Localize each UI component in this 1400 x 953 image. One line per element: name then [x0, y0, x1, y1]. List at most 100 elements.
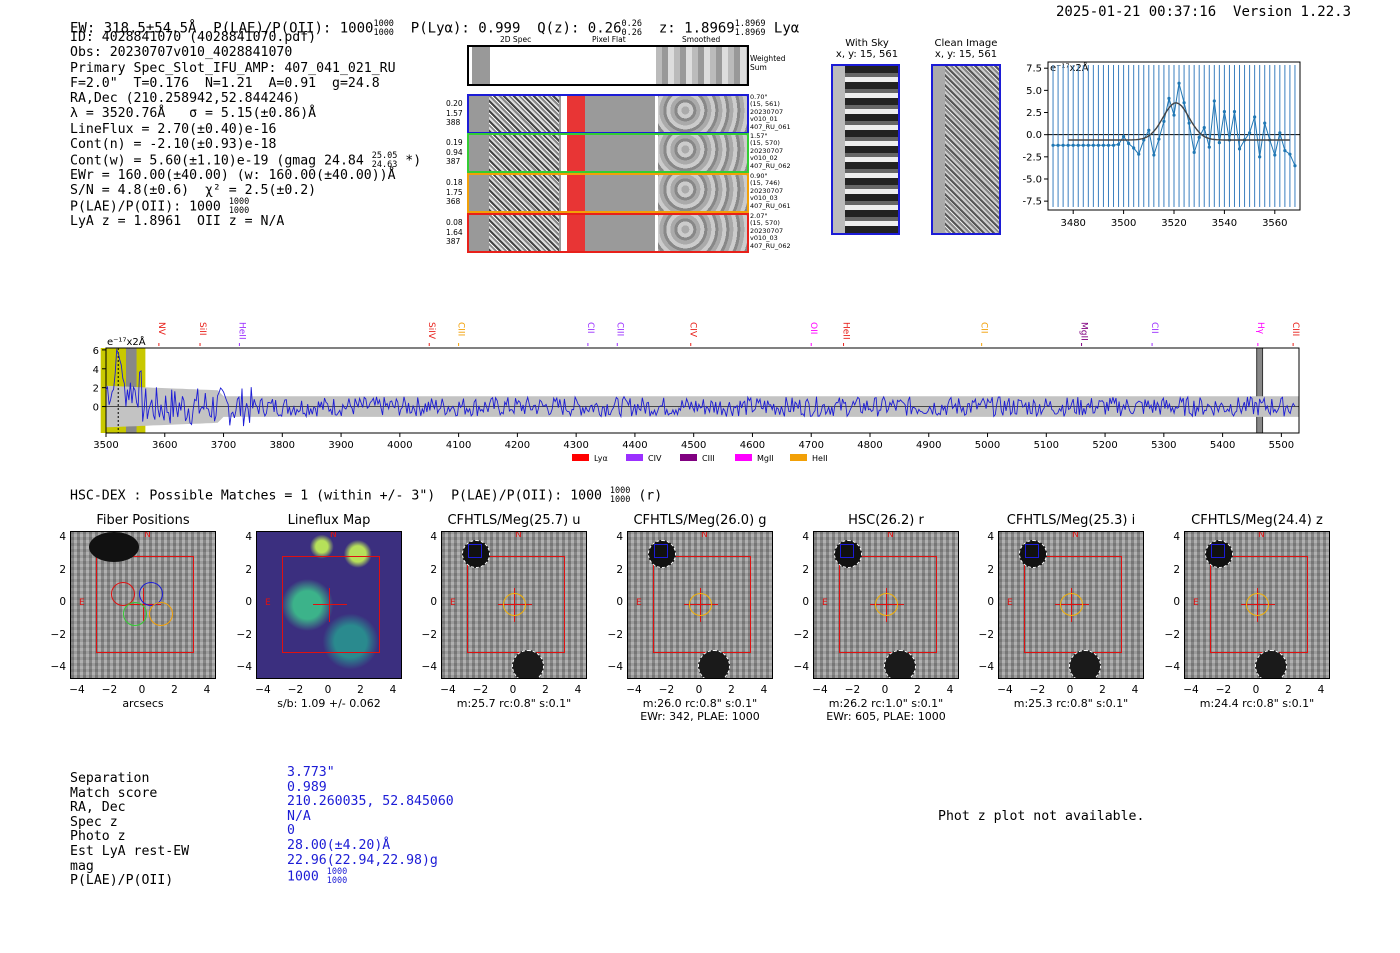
zoom-data-point — [1111, 143, 1116, 147]
zoom-data-point — [1132, 146, 1136, 150]
legend-swatch — [680, 454, 697, 461]
cutout-image: N E — [256, 531, 402, 679]
with-sky-title: With Sky x, y: 15, 561 — [832, 38, 902, 60]
cutout-xtick-label: 4 — [389, 684, 397, 696]
zoom-data-point — [1051, 143, 1055, 147]
line-id-label: CII — [1149, 322, 1159, 334]
stamp-image — [467, 213, 749, 253]
info-line-7: Cont(n) = -2.10(±0.93)e-18 — [70, 137, 277, 153]
stamp-left-value: 0.08 — [446, 218, 463, 227]
stamp-right-value: 20230707 — [750, 186, 784, 195]
cutout-xtick-label: −2 — [658, 684, 675, 696]
cutout-ytick-label: −4 — [793, 661, 809, 673]
stamp-right-value: 2.07" — [750, 212, 768, 220]
stamp-right-value: 1.57" — [750, 132, 768, 140]
match-value-5: 28.00(±4.20)Å — [287, 837, 391, 853]
zoom-data-point — [1187, 121, 1191, 125]
zoom-data-point — [1061, 143, 1065, 147]
zoom-data-point — [1076, 143, 1080, 147]
cutout-xtick-label: −2 — [472, 684, 489, 696]
weighted-sum-stamp — [467, 45, 749, 86]
cutout-ytick-label: −4 — [421, 661, 437, 673]
cutout-ytick-label: 2 — [616, 563, 623, 576]
line-id-label: CII — [979, 322, 989, 334]
info-line-0: ID: 4028841070 (4028841070.pdf) — [70, 30, 317, 45]
zoom-data-point — [1177, 81, 1181, 85]
stamp-left-value: 0.94 — [446, 147, 463, 157]
stamp-image — [467, 94, 749, 134]
zoom-data-point — [1157, 137, 1161, 141]
with-sky-xy: x, y: 15, 561 — [835, 49, 899, 60]
zoom-data-point — [1071, 143, 1075, 147]
stamp-right-value: 407_RU_061 — [750, 201, 791, 210]
stamp-left-value: 1.57 — [446, 108, 463, 118]
cutout-caption: arcsecs — [122, 697, 164, 710]
cutout-ytick-label: 0 — [1173, 596, 1180, 608]
info-gmag-num: 25.05 — [371, 151, 398, 162]
match-label-1: Match score — [70, 785, 158, 801]
info-plae-den: 1000 — [228, 205, 250, 216]
zoom-data-point — [1202, 125, 1206, 130]
clean-image-xy: x, y: 15, 561 — [934, 49, 998, 60]
line-id-label: NV — [156, 322, 166, 336]
cutout-xtick-label: 2 — [1099, 684, 1106, 696]
info-line-6: LineFlux = 2.70(±0.40)e-16 — [70, 121, 277, 137]
photz-note: Phot z plot not available. — [938, 809, 1145, 824]
cutout-title: CFHTLS/Meg(24.4) z — [1191, 513, 1323, 528]
hsc-title: HSC-DEX : Possible Matches = 1 (within +… — [70, 487, 662, 504]
zoom-data-point — [1172, 113, 1176, 117]
info-line-1: Obs: 20230707v010_4028841070 — [70, 45, 293, 61]
cutout-ytick-label: −2 — [793, 628, 809, 641]
zoom-gaussian-fit — [1068, 102, 1290, 141]
cutout-caption: s/b: 1.09 +/- 0.062 — [277, 697, 381, 710]
full-xtick-label: 5100 — [1034, 440, 1059, 451]
full-xtick-label: 4300 — [563, 440, 588, 451]
full-ytick-label: 4 — [93, 365, 99, 376]
line-id-label: CIV — [688, 322, 698, 338]
info-plae-num: 1000 — [228, 197, 250, 208]
cutout-xtick-label: 4 — [1131, 684, 1139, 696]
stamp-title-smoothed: Smoothed — [682, 35, 721, 44]
zoom-data-point — [1212, 99, 1216, 103]
zoom-data-point — [1207, 145, 1211, 149]
cutout-xtick-label: 0 — [881, 684, 889, 696]
stamp-right-value: (15, 570) — [750, 139, 780, 148]
cutout-caption: m:26.0 rc:0.8" s:0.1" — [642, 697, 758, 710]
cutout-ytick-label: 0 — [59, 596, 66, 608]
match-value-7: 1000 1000 1000 — [287, 868, 454, 885]
zoom-ylabel: e⁻¹⁷x2Å — [1050, 61, 1089, 74]
cutout-xtick-label: 4 — [574, 684, 582, 696]
cutout-ytick-label: 4 — [1173, 531, 1180, 543]
stamp-row: 0.19 0.94 387 1.57" (15, 570) 20230707 v010_0… — [440, 132, 800, 173]
cutout-image: N E — [1184, 531, 1330, 679]
cutout-xtick-label: −2 — [287, 684, 304, 696]
stamp-right-value: (15, 746) — [750, 179, 780, 188]
cutout-ytick-label: 0 — [802, 596, 809, 608]
cutout-xtick-label: −4 — [812, 684, 828, 696]
full-ytick-label: 0 — [93, 403, 99, 414]
zoom-data-point — [1237, 147, 1242, 151]
line-id-label: MgII — [1079, 322, 1089, 341]
zoom-ytick-label: -2.5 — [1022, 152, 1042, 163]
cutout-ytick-label: −2 — [607, 628, 623, 641]
with-sky-image — [831, 64, 900, 235]
cutout-ytick-label: −4 — [236, 661, 252, 673]
header-z-den: 1.8969 — [734, 27, 766, 38]
cutout-title: CFHTLS/Meg(25.7) u — [447, 513, 581, 528]
header-z-num: 1.8969 — [734, 19, 766, 29]
cutout-xtick-label: −4 — [997, 684, 1013, 696]
stamp-right-value: v010_01 — [750, 115, 778, 124]
match-value-1: 0.989 — [287, 779, 327, 795]
cutout-caption: m:25.7 rc:0.8" s:0.1" — [456, 697, 572, 710]
cutout-panel: CFHTLS/Meg(25.3) i N E 4 2 0 −2 −4 −4 −2 0 2 4 m:2… — [968, 510, 1158, 725]
zoom-ytick-label: 0.0 — [1026, 130, 1042, 141]
cutout-xtick-label: −4 — [440, 684, 456, 696]
zoom-data-point — [1116, 142, 1121, 147]
cutout-xtick-label: 4 — [203, 684, 211, 696]
cutout-xtick-label: 0 — [1252, 684, 1260, 696]
zoom-data-point — [1091, 143, 1095, 147]
full-xtick-label: 4500 — [681, 440, 706, 451]
stamp-panel: 2D Spec Pixel Flat Smoothed Weighted Sum… — [440, 32, 800, 257]
zoom-data-point — [1081, 143, 1085, 147]
cutout-xtick-label: 2 — [171, 684, 178, 696]
